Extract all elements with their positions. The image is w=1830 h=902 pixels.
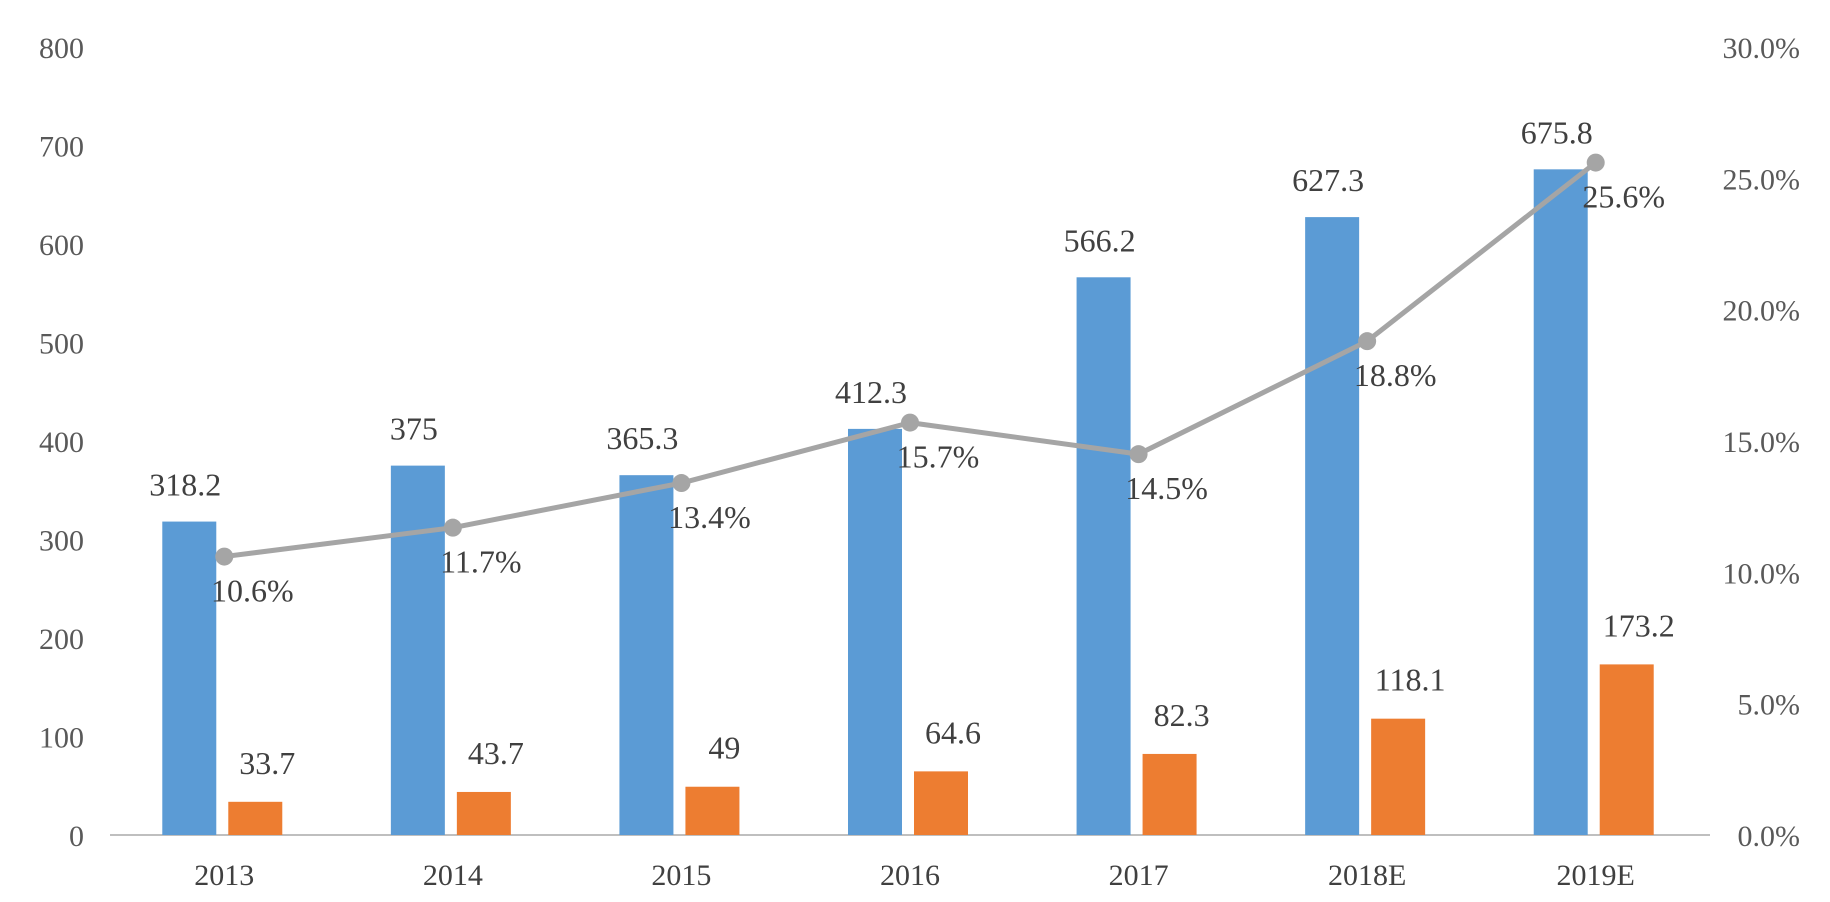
series-3-point xyxy=(1358,332,1377,351)
right-axis-tick-label: 25.0% xyxy=(1723,163,1801,196)
series-1-bar xyxy=(1305,217,1360,835)
series-3-data-label: 15.7% xyxy=(897,439,980,475)
series-3-point xyxy=(1129,445,1148,464)
series-1-data-label: 375 xyxy=(390,411,438,447)
series-2-data-label: 43.7 xyxy=(468,735,524,771)
series-1-data-label: 412.3 xyxy=(835,374,907,410)
series-2-data-label: 64.6 xyxy=(925,714,981,750)
left-axis-tick-label: 300 xyxy=(39,525,84,558)
x-axis-category-label: 2018E xyxy=(1328,859,1406,892)
series-3-point xyxy=(215,547,234,566)
series-3-point xyxy=(1586,153,1605,172)
left-axis-tick-label: 700 xyxy=(39,131,84,164)
series-3-data-label: 18.8% xyxy=(1354,357,1437,393)
right-axis-tick-label: 10.0% xyxy=(1723,557,1801,590)
series-2-bar xyxy=(1599,664,1654,835)
left-axis-tick-label: 600 xyxy=(39,229,84,262)
x-axis-category-label: 2016 xyxy=(880,859,940,892)
series-2-bar xyxy=(914,771,968,835)
right-axis-tick-label: 15.0% xyxy=(1723,426,1801,459)
series-3-point xyxy=(901,413,919,432)
series-1-data-label: 318.2 xyxy=(149,467,221,503)
left-axis-tick-label: 500 xyxy=(39,328,84,361)
right-axis-tick-label: 30.0% xyxy=(1723,32,1801,65)
x-axis-category-label: 2015 xyxy=(651,859,711,892)
series-2-data-label: 33.7 xyxy=(239,745,295,781)
series-1-data-label: 675.8 xyxy=(1521,114,1593,150)
series-1-bar xyxy=(390,465,445,835)
series-1-bar xyxy=(162,521,217,835)
x-axis-category-label: 2017 xyxy=(1109,859,1169,892)
series-2-data-label: 118.1 xyxy=(1375,662,1446,698)
series-3-data-label: 13.4% xyxy=(668,499,751,535)
x-axis-category-label: 2013 xyxy=(194,859,254,892)
series-2-bar xyxy=(1371,718,1426,835)
left-axis-tick-label: 200 xyxy=(39,623,84,656)
series-3-point xyxy=(672,474,691,493)
series-2-bar xyxy=(456,791,511,835)
series-3-data-label: 10.6% xyxy=(211,573,294,609)
x-axis-category-label: 2019E xyxy=(1557,859,1635,892)
right-axis-tick-label: 20.0% xyxy=(1723,295,1801,328)
series-3-data-label: 11.7% xyxy=(440,544,521,580)
series-1-data-label: 365.3 xyxy=(606,420,678,456)
series-2-data-label: 82.3 xyxy=(1154,697,1210,733)
left-axis-tick-label: 800 xyxy=(39,32,84,65)
series-3-data-label: 25.6% xyxy=(1582,179,1665,215)
x-axis-category-label: 2014 xyxy=(423,859,483,892)
left-axis-tick-label: 0 xyxy=(69,820,84,853)
series-3-point xyxy=(443,518,462,537)
series-2-bar xyxy=(685,786,740,835)
series-1-bar xyxy=(619,475,674,835)
right-axis-tick-label: 5.0% xyxy=(1738,689,1801,722)
series-2-bar xyxy=(1142,753,1197,835)
series-1-bar xyxy=(1533,169,1588,835)
right-axis-tick-label: 0.0% xyxy=(1738,820,1801,853)
series-1-data-label: 566.2 xyxy=(1064,222,1136,258)
series-2-bar xyxy=(228,801,283,835)
left-axis-tick-label: 100 xyxy=(39,722,84,755)
series-1-data-label: 627.3 xyxy=(1292,162,1364,198)
series-1-bar xyxy=(848,428,902,835)
series-2-data-label: 173.2 xyxy=(1603,607,1675,643)
series-2-data-label: 49 xyxy=(708,730,740,766)
series-1-bar xyxy=(1076,277,1131,836)
left-axis-tick-label: 400 xyxy=(39,426,84,459)
series-3-data-label: 14.5% xyxy=(1125,470,1208,506)
